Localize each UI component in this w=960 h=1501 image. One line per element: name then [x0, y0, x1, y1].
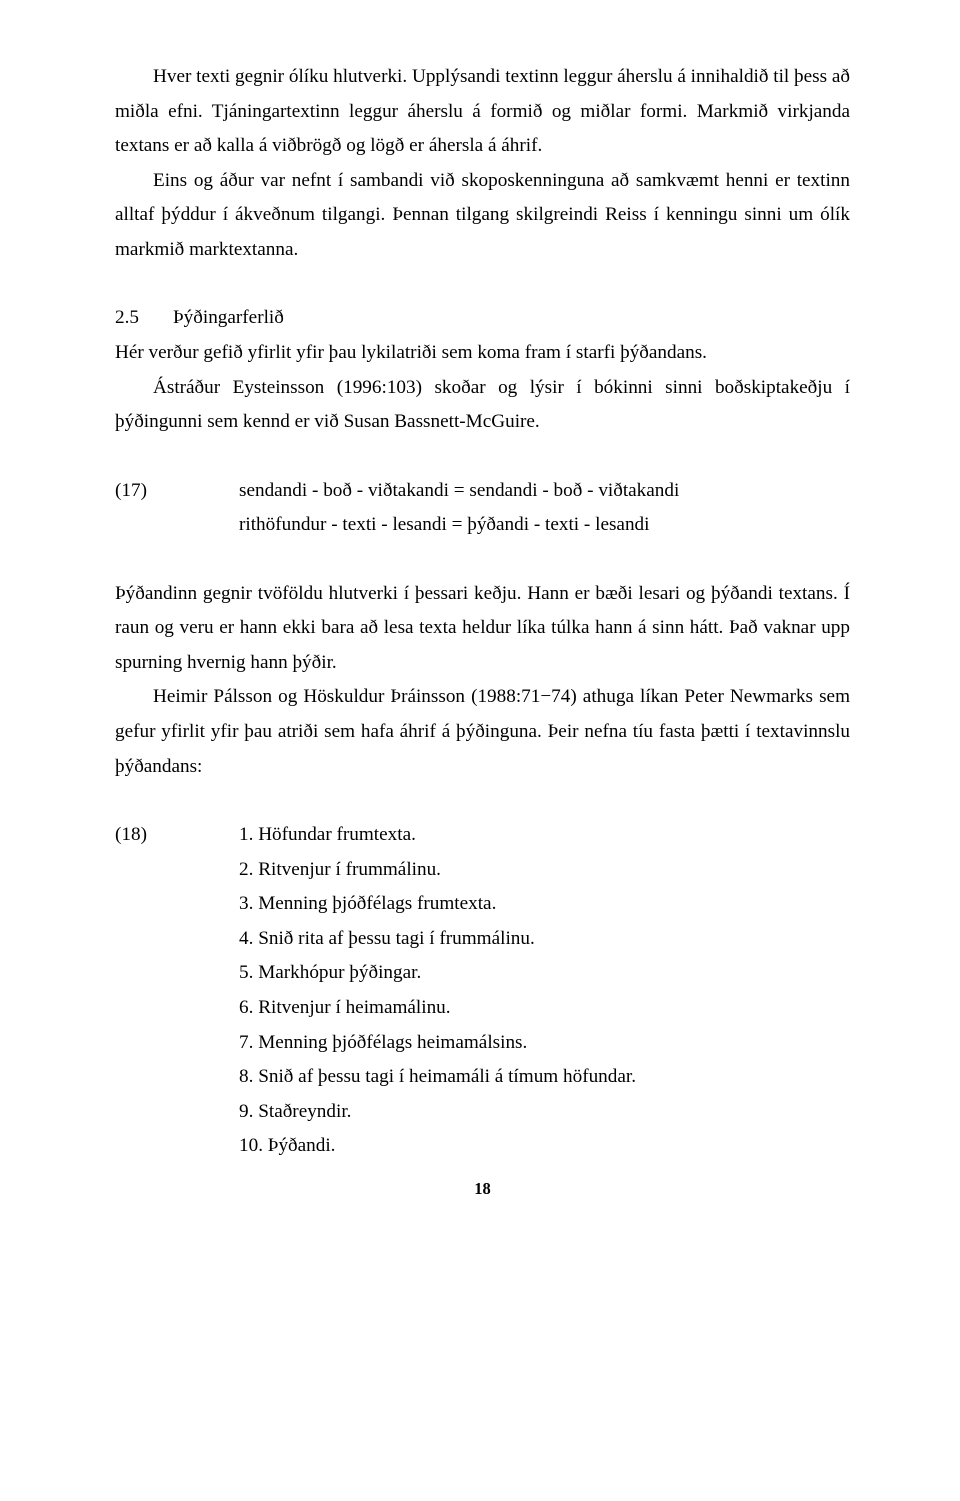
list-18-item: 2. Ritvenjur í frummálinu. [239, 853, 850, 888]
section-number: 2.5 [115, 301, 173, 336]
list-18-item: 8. Snið af þessu tagi í heimamáli á tímu… [239, 1060, 850, 1095]
paragraph-1a: Hver texti gegnir ólíku hlutverki. Upplý… [115, 60, 850, 164]
list-18-line-8: 8. Snið af þessu tagi í heimamáli á tímu… [115, 1060, 850, 1095]
example-17: (17) sendandi - boð - viðtakandi = senda… [115, 474, 850, 543]
list-18-line-10: 10. Þýðandi. [115, 1129, 850, 1164]
example-17-label-empty [115, 508, 239, 543]
list-18: (18) 1. Höfundar frumtexta. 2. Ritvenjur… [115, 818, 850, 1164]
paragraph-3b: Heimir Pálsson og Höskuldur Þráinsson (1… [115, 680, 850, 784]
section-title: Þýðingarferlið [173, 307, 284, 328]
example-17-line-1: (17) sendandi - boð - viðtakandi = senda… [115, 474, 850, 509]
list-18-line-5: 5. Markhópur þýðingar. [115, 956, 850, 991]
example-17-text-b: rithöfundur - texti - lesandi = þýðandi … [239, 508, 850, 543]
list-18-line-2: 2. Ritvenjur í frummálinu. [115, 853, 850, 888]
list-18-item: 10. Þýðandi. [239, 1129, 850, 1164]
paragraph-2a: Hér verður gefið yfirlit yfir þau lykila… [115, 336, 850, 371]
list-18-line-1: (18) 1. Höfundar frumtexta. [115, 818, 850, 853]
list-18-item: 3. Menning þjóðfélags frumtexta. [239, 887, 850, 922]
page-container: Hver texti gegnir ólíku hlutverki. Upplý… [0, 0, 960, 1243]
list-18-label: (18) [115, 818, 239, 853]
list-18-item: 4. Snið rita af þessu tagi í frummálinu. [239, 922, 850, 957]
list-18-item: 1. Höfundar frumtexta. [239, 818, 850, 853]
list-18-item: 7. Menning þjóðfélags heimamálsins. [239, 1026, 850, 1061]
example-17-text-a: sendandi - boð - viðtakandi = sendandi -… [239, 474, 850, 509]
example-17-label: (17) [115, 474, 239, 509]
paragraph-2b: Ástráður Eysteinsson (1996:103) skoðar o… [115, 371, 850, 440]
list-18-item: 6. Ritvenjur í heimamálinu. [239, 991, 850, 1026]
list-18-line-9: 9. Staðreyndir. [115, 1095, 850, 1130]
example-17-line-2: rithöfundur - texti - lesandi = þýðandi … [115, 508, 850, 543]
paragraph-3a: Þýðandinn gegnir tvöföldu hlutverki í þe… [115, 577, 850, 681]
list-18-item: 5. Markhópur þýðingar. [239, 956, 850, 991]
paragraph-1b: Eins og áður var nefnt í sambandi við sk… [115, 164, 850, 268]
section-heading: 2.5Þýðingarferlið [115, 301, 850, 336]
list-18-line-7: 7. Menning þjóðfélags heimamálsins. [115, 1026, 850, 1061]
list-18-line-3: 3. Menning þjóðfélags frumtexta. [115, 887, 850, 922]
list-18-line-4: 4. Snið rita af þessu tagi í frummálinu. [115, 922, 850, 957]
list-18-line-6: 6. Ritvenjur í heimamálinu. [115, 991, 850, 1026]
list-18-item: 9. Staðreyndir. [239, 1095, 850, 1130]
page-number: 18 [115, 1174, 850, 1204]
